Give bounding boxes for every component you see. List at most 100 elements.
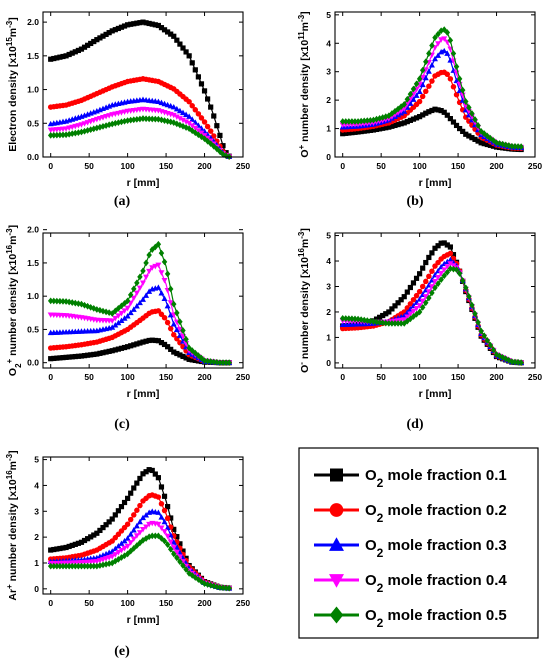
data-point bbox=[176, 116, 183, 122]
data-point bbox=[481, 332, 487, 340]
data-point bbox=[453, 266, 460, 274]
series-2 bbox=[47, 308, 232, 366]
legend-label: O2 mole fraction 0.2 bbox=[365, 502, 507, 525]
data-point bbox=[69, 542, 75, 549]
data-point bbox=[167, 311, 174, 318]
data-point bbox=[441, 47, 448, 54]
data-point bbox=[149, 532, 155, 540]
data-point bbox=[496, 352, 503, 360]
x-tick-label: 250 bbox=[236, 372, 250, 382]
data-point bbox=[410, 96, 417, 102]
data-point bbox=[109, 516, 115, 522]
data-point bbox=[370, 318, 377, 326]
series-4 bbox=[47, 106, 233, 160]
data-point bbox=[134, 115, 140, 123]
data-point bbox=[54, 55, 60, 61]
data-point bbox=[355, 118, 361, 125]
data-point bbox=[395, 320, 401, 327]
data-point bbox=[94, 124, 100, 132]
data-point bbox=[168, 31, 174, 37]
legend-entry: O2 mole fraction 0.2 bbox=[314, 502, 507, 525]
legend-marker bbox=[329, 503, 344, 517]
series-5 bbox=[339, 26, 524, 151]
legend: O2 mole fraction 0.1 O2 mole fraction 0.2… bbox=[298, 447, 539, 639]
data-point bbox=[429, 250, 435, 256]
data-point bbox=[170, 112, 177, 119]
data-point bbox=[106, 30, 112, 36]
x-tick-label: 0 bbox=[340, 372, 345, 382]
x-tick-label: 100 bbox=[121, 598, 135, 608]
data-point bbox=[63, 544, 69, 551]
x-axis-label: r [mm] bbox=[127, 614, 160, 626]
data-point bbox=[109, 310, 115, 317]
data-point bbox=[121, 23, 128, 29]
data-point bbox=[198, 115, 205, 121]
data-point bbox=[389, 306, 395, 312]
data-point bbox=[131, 285, 137, 293]
y-tick-label: 1.5 bbox=[27, 51, 39, 61]
series-5 bbox=[47, 532, 232, 592]
data-point bbox=[207, 358, 214, 365]
data-point bbox=[115, 550, 122, 556]
data-point bbox=[174, 534, 180, 540]
data-point bbox=[130, 527, 137, 533]
data-point bbox=[69, 130, 75, 138]
data-point bbox=[72, 353, 78, 360]
data-point bbox=[124, 535, 131, 541]
data-point bbox=[453, 63, 460, 70]
data-point bbox=[420, 265, 426, 271]
data-point bbox=[94, 530, 100, 536]
data-point bbox=[426, 294, 432, 302]
data-point bbox=[51, 55, 57, 62]
data-point bbox=[87, 562, 94, 570]
data-point bbox=[133, 522, 140, 529]
data-point bbox=[143, 115, 149, 123]
data-point bbox=[164, 524, 171, 531]
data-point bbox=[75, 129, 82, 136]
data-point bbox=[124, 305, 131, 312]
data-point bbox=[149, 467, 155, 474]
data-point bbox=[407, 90, 414, 98]
data-point bbox=[174, 554, 180, 562]
data-point bbox=[361, 117, 367, 125]
data-point bbox=[167, 325, 174, 332]
data-point bbox=[432, 245, 438, 251]
y-axis-label: Electron density [x1015m-3] bbox=[5, 17, 20, 152]
data-point bbox=[84, 127, 91, 134]
data-point bbox=[220, 143, 226, 149]
data-point bbox=[152, 471, 158, 477]
data-point bbox=[171, 332, 177, 338]
data-point bbox=[435, 280, 441, 288]
data-point bbox=[128, 490, 134, 496]
x-tick-label: 250 bbox=[236, 161, 250, 171]
data-point bbox=[60, 562, 66, 570]
legend-entry: O2 mole fraction 0.3 bbox=[314, 537, 507, 560]
data-point bbox=[54, 562, 60, 570]
data-point bbox=[130, 295, 137, 302]
data-point bbox=[422, 67, 429, 73]
data-point bbox=[407, 301, 414, 307]
data-point bbox=[146, 337, 152, 344]
data-point bbox=[459, 277, 466, 285]
data-point bbox=[85, 536, 91, 542]
data-point bbox=[493, 351, 500, 358]
data-point bbox=[115, 313, 122, 319]
data-point bbox=[174, 37, 180, 43]
data-point bbox=[195, 128, 202, 134]
data-point bbox=[60, 545, 66, 551]
y-tick-label: 2 bbox=[326, 95, 331, 105]
data-point bbox=[204, 357, 211, 365]
data-point bbox=[444, 264, 451, 270]
data-point bbox=[447, 250, 454, 257]
data-point bbox=[167, 300, 174, 306]
data-point bbox=[103, 122, 109, 129]
data-point bbox=[109, 559, 115, 567]
data-point bbox=[367, 116, 374, 124]
data-point bbox=[416, 98, 423, 105]
legend-marker bbox=[330, 468, 343, 482]
data-point bbox=[177, 352, 183, 358]
data-point bbox=[100, 307, 106, 315]
data-point bbox=[72, 541, 78, 547]
data-point bbox=[170, 320, 177, 327]
data-point bbox=[447, 256, 454, 263]
